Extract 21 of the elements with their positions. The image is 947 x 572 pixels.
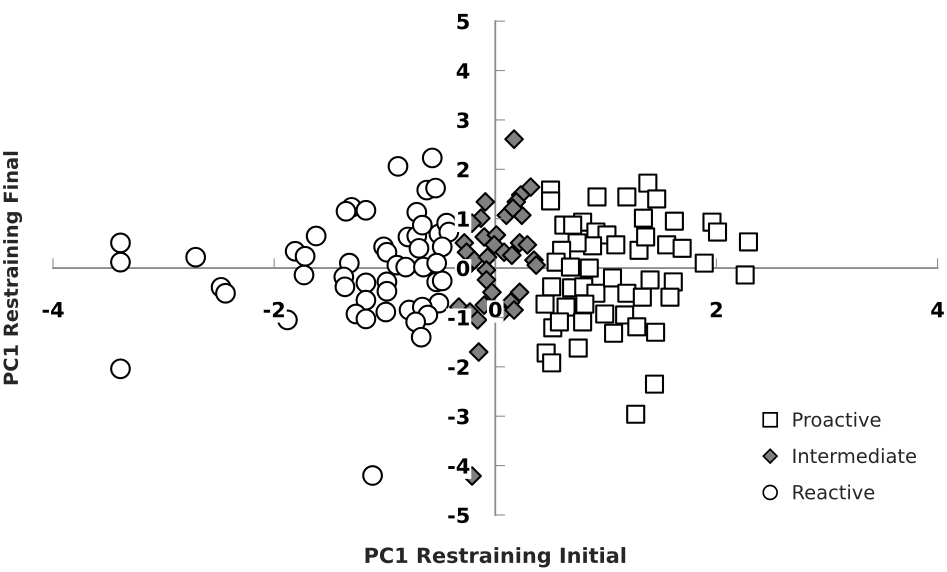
y-tick-label: -2 bbox=[448, 359, 468, 375]
y-tick-label: 5 bbox=[457, 14, 469, 30]
x-tick-label: 4 bbox=[931, 302, 944, 318]
x-tick-label: -4 bbox=[42, 302, 64, 318]
legend-label: Intermediate bbox=[793, 448, 916, 464]
y-tick-label: -5 bbox=[448, 508, 469, 524]
y-tick-label: -4 bbox=[448, 458, 470, 474]
x-axis-title: PC1 Restraining Initial bbox=[366, 547, 626, 568]
legend-label: Proactive bbox=[793, 412, 880, 427]
legend-label: Reactive bbox=[793, 484, 874, 500]
x-tick-label: -2 bbox=[264, 302, 284, 318]
y-tick-label: 0 bbox=[456, 260, 470, 276]
x-tick-label: 0 bbox=[489, 302, 502, 318]
y-tick-label: -1 bbox=[448, 310, 469, 326]
y-tick-label: -3 bbox=[448, 408, 469, 424]
y-tick-label: 1 bbox=[458, 211, 469, 227]
y-axis-title: PC1 Restraining Final bbox=[3, 152, 22, 384]
y-tick-label: 4 bbox=[456, 63, 470, 78]
y-tick-label: 3 bbox=[457, 112, 469, 128]
x-tick-label: 2 bbox=[710, 302, 722, 318]
y-tick-label: 2 bbox=[457, 162, 468, 178]
